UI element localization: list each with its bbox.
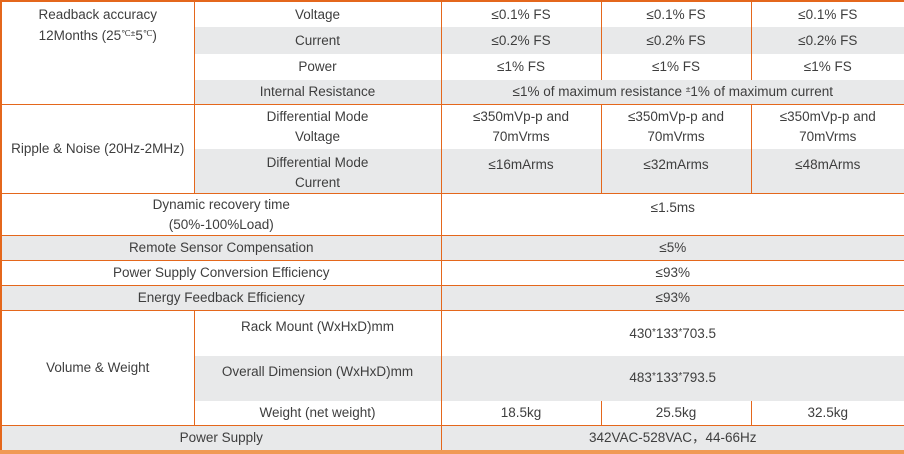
cell-param-weight: Weight (net weight) — [193, 400, 442, 427]
cell-dm-voltage-value-3: ≤350mVp-p and 70mVrms — [750, 104, 904, 149]
cell-dm-voltage-value-2: ≤350mVp-p and 70mVrms — [600, 104, 752, 149]
dm-voltage-label-line2: Voltage — [294, 128, 341, 144]
overall-depth: 793.5 — [682, 370, 717, 386]
cell-feedback-efficiency-label: Energy Feedback Efficiency — [0, 285, 442, 312]
dm-current-label-line1: Differential Mode — [266, 155, 369, 170]
cell-readback-group: Readback accuracy 12Months (25℃±5℃) — [0, 1, 195, 105]
cell-power-value-1: ≤1% FS — [440, 54, 602, 80]
dm-voltage-v3-line1: ≤350mVp-p and — [779, 109, 876, 125]
cell-remote-sensor-label: Remote Sensor Compensation — [0, 235, 442, 262]
rack-mount-height: 133 — [655, 325, 679, 341]
table-row: Ripple & Noise (20Hz-2MHz) Differential … — [0, 104, 904, 195]
cell-power-value-3: ≤1% FS — [750, 54, 904, 80]
table-row: Power ≤1% FS ≤1% FS ≤1% FS — [1, 54, 904, 80]
dm-voltage-v2-line2: 70mVrms — [647, 128, 705, 144]
cell-param-power: Power — [193, 54, 442, 80]
cell-param-internal-resistance: Internal Resistance — [193, 80, 442, 105]
plusminus-sup: ± — [685, 83, 691, 94]
overall-height: 133 — [655, 370, 679, 386]
cell-internal-resistance-value: ≤1% of maximum resistance ±1% of maximum… — [440, 80, 904, 105]
cell-power-supply-value: 342VAC-528VAC，44-66Hz — [440, 425, 904, 452]
readback-group-line1: Readback accuracy — [38, 7, 158, 22]
table-row: Power Supply Conversion Efficiency ≤93% — [0, 260, 904, 287]
asterisk-sep: * — [651, 326, 656, 338]
readback-temp-pre: 12Months (25 — [38, 27, 122, 43]
cell-ripple-group: Ripple & Noise (20Hz-2MHz) — [0, 104, 195, 195]
cell-power-value-2: ≤1% FS — [600, 54, 752, 80]
celsius-plusminus-sup: ℃± — [121, 27, 136, 38]
overall-width: 483 — [629, 370, 652, 386]
cell-conversion-efficiency-label: Power Supply Conversion Efficiency — [0, 260, 442, 287]
dm-voltage-v3-line2: 70mVrms — [799, 128, 857, 144]
cell-param-rack-mount: Rack Mount (WxHxD)mm — [193, 310, 442, 356]
asterisk-sep: * — [651, 371, 656, 383]
dm-voltage-v1-line2: 70mVrms — [492, 128, 550, 144]
cell-param-dm-voltage: Differential Mode Voltage — [193, 104, 442, 149]
cell-volume-weight-group: Volume & Weight — [0, 310, 195, 427]
cell-dynamic-recovery-value: ≤1.5ms — [440, 193, 904, 237]
dm-voltage-label-line1: Differential Mode — [266, 109, 369, 125]
cell-power-supply-label: Power Supply — [0, 425, 442, 452]
cell-current-value-3: ≤0.2% FS — [750, 27, 904, 54]
asterisk-sep: * — [678, 371, 683, 383]
dynamic-recovery-line2: (50%-100%Load) — [168, 216, 274, 232]
rack-mount-width: 430 — [629, 325, 652, 341]
cell-voltage-value-3: ≤0.1% FS — [750, 1, 904, 27]
dynamic-recovery-line1: Dynamic recovery time — [152, 197, 290, 213]
cell-dm-current-value-2: ≤32mArms — [600, 149, 752, 195]
cell-param-voltage: Voltage — [193, 1, 442, 27]
table-row: Power Supply 342VAC-528VAC，44-66Hz — [0, 425, 904, 452]
readback-group-line2: 12Months (25℃±5℃) — [8, 26, 188, 47]
cell-dm-current-value-3: ≤48mArms — [750, 149, 904, 195]
cell-conversion-efficiency-value: ≤93% — [440, 260, 904, 287]
table-row: Internal Resistance ≤1% of maximum resis… — [1, 80, 904, 105]
dm-voltage-v1-line1: ≤350mVp-p and — [473, 109, 569, 125]
cell-dynamic-recovery-label: Dynamic recovery time (50%-100%Load) — [0, 193, 442, 237]
dm-voltage-v2-line1: ≤350mVp-p and — [628, 109, 724, 125]
rack-mount-depth: 703.5 — [682, 325, 717, 341]
table-row: Current ≤0.2% FS ≤0.2% FS ≤0.2% FS — [1, 27, 904, 54]
cell-voltage-value-2: ≤0.1% FS — [600, 1, 752, 27]
cell-voltage-value-1: ≤0.1% FS — [440, 1, 602, 27]
readback-temp-mid: 5 — [135, 27, 143, 43]
cell-weight-value-3: 32.5kg — [750, 400, 904, 427]
table-row: Weight (net weight) 18.5kg 25.5kg 32.5kg — [1, 400, 904, 427]
table-row: Overall Dimension (WxHxD)mm 483*133*793.… — [1, 355, 904, 401]
table-row: Remote Sensor Compensation ≤5% — [0, 235, 904, 262]
internal-resistance-text-b: 1% of maximum current — [690, 83, 833, 99]
readback-temp-post: ) — [152, 27, 157, 43]
cell-current-value-1: ≤0.2% FS — [440, 27, 602, 54]
cell-param-overall-dimension: Overall Dimension (WxHxD)mm — [193, 355, 442, 401]
cell-current-value-2: ≤0.2% FS — [600, 27, 752, 54]
asterisk-sep: * — [678, 326, 683, 338]
table-row: Volume & Weight Rack Mount (WxHxD)mm 430… — [0, 310, 904, 427]
cell-weight-value-1: 18.5kg — [440, 400, 602, 427]
cell-feedback-efficiency-value: ≤93% — [440, 285, 904, 312]
cell-weight-value-2: 25.5kg — [600, 400, 752, 427]
table-row: Energy Feedback Efficiency ≤93% — [0, 285, 904, 312]
internal-resistance-text-a: ≤1% of maximum resistance — [512, 83, 686, 99]
table-row: Readback accuracy 12Months (25℃±5℃) Volt… — [0, 1, 904, 105]
cell-dm-current-value-1: ≤16mArms — [440, 149, 602, 195]
cell-dm-voltage-value-1: ≤350mVp-p and 70mVrms — [440, 104, 602, 149]
cell-rack-mount-value: 430*133*703.5 — [440, 310, 904, 356]
table-row: Differential Mode Current ≤16mArms ≤32mA… — [1, 149, 904, 195]
celsius-sup: ℃ — [142, 27, 153, 38]
table-row: Dynamic recovery time (50%-100%Load) ≤1.… — [0, 193, 904, 237]
cell-overall-dimension-value: 483*133*793.5 — [440, 355, 904, 401]
cell-param-dm-current: Differential Mode Current — [193, 149, 442, 195]
cell-param-current: Current — [193, 27, 442, 54]
cell-remote-sensor-value: ≤5% — [440, 235, 904, 262]
dm-current-label-line2: Current — [294, 174, 340, 190]
